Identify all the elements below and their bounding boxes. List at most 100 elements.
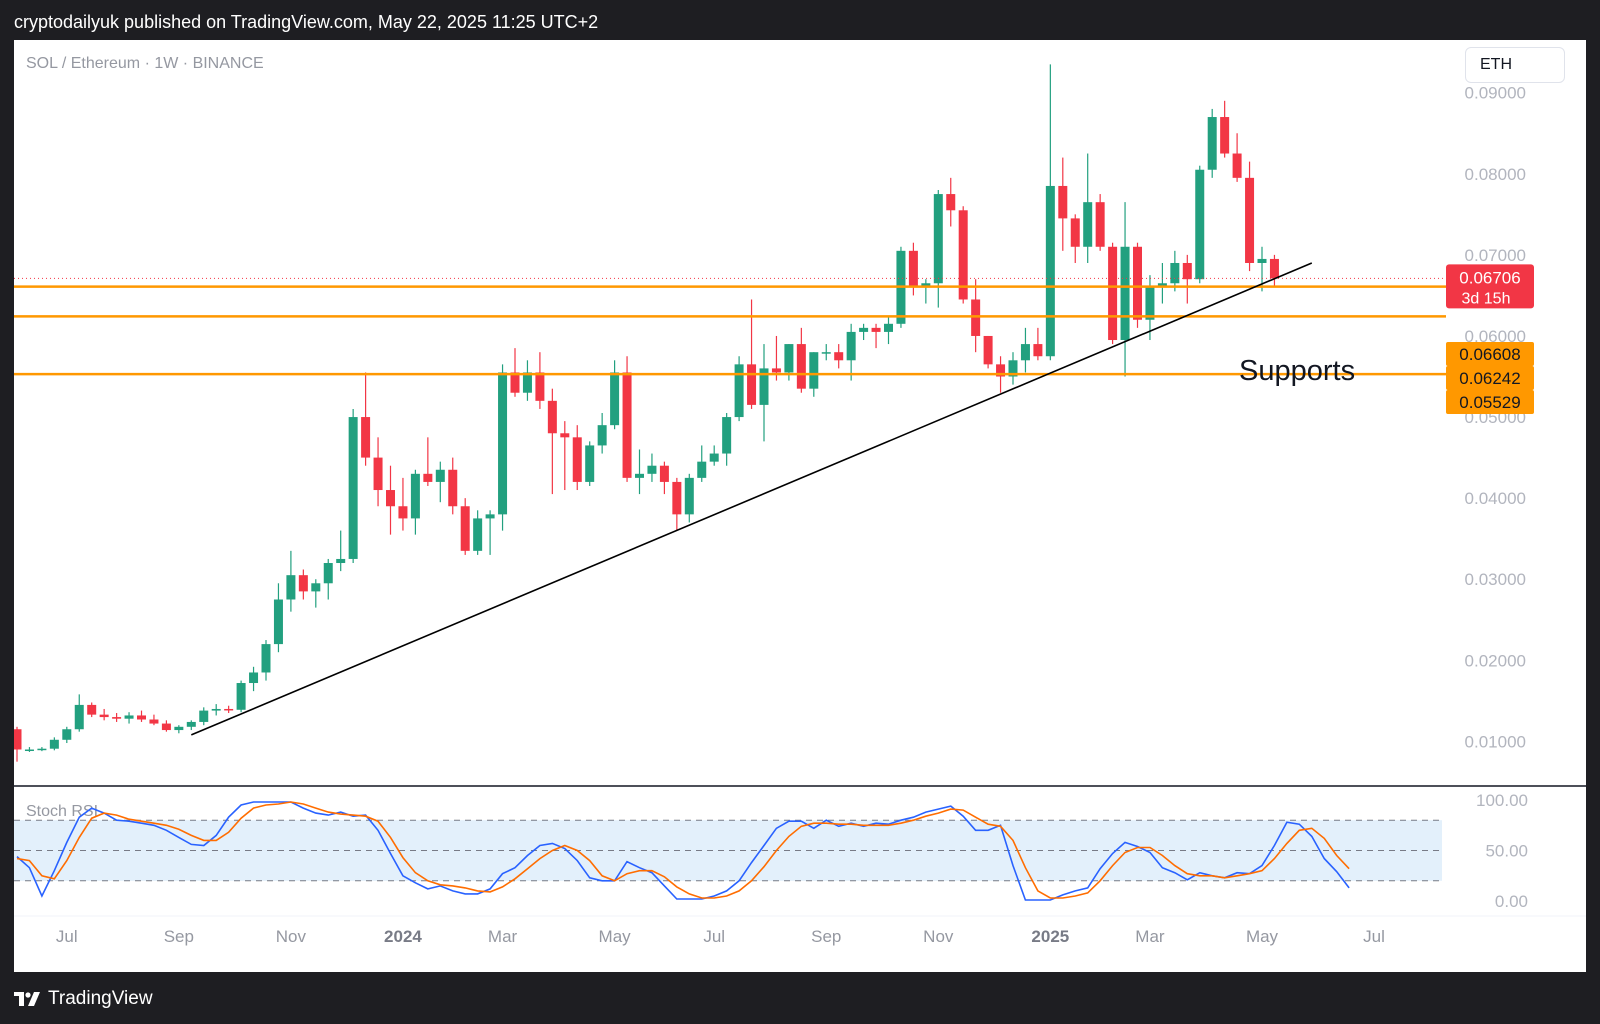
candle-body (821, 352, 831, 354)
candle-body (672, 481, 682, 515)
candle-body (585, 445, 595, 482)
candle-body (298, 575, 308, 592)
support-price-label-bg (1446, 366, 1534, 390)
candle-body (1257, 258, 1267, 263)
candle-body (435, 469, 445, 482)
stoch-rsi-d-line (16, 801, 1350, 899)
candle-body (1157, 283, 1167, 288)
y-axis-tick-label: 0.01000 (1465, 732, 1526, 751)
candle-body (161, 723, 171, 731)
supports-annotation: Supports (1239, 355, 1355, 387)
chart-panel[interactable]: SOL / Ethereum · 1W · BINANCE 0.01000 0.02… (14, 40, 1586, 972)
candle-body (510, 372, 520, 393)
candle-body (1145, 287, 1155, 320)
candle-body (1058, 185, 1068, 219)
x-axis-tick-label: Sep (164, 927, 194, 946)
candle-body (186, 721, 196, 727)
candle-body (24, 749, 34, 752)
candle-body (908, 250, 918, 288)
candle-body (809, 352, 819, 389)
symbol-title: SOL / Ethereum · 1W · BINANCE (26, 55, 264, 72)
stoch-rsi-tick-label: 100.00 (1476, 791, 1528, 810)
y-axis-tick-label: 0.03000 (1465, 570, 1526, 589)
stoch-rsi-tick-label: 0.00 (1495, 892, 1528, 911)
footer-brand: TradingView (48, 988, 153, 1009)
candle-body (485, 514, 495, 519)
currency-button[interactable]: ETH (1465, 47, 1565, 83)
candle-body (87, 704, 97, 715)
candle-body (796, 344, 806, 389)
candle-body (859, 327, 869, 332)
candle-body (871, 327, 881, 332)
y-axis-tick-label: 0.08000 (1465, 165, 1526, 184)
candle-body (261, 644, 271, 673)
candle-body (224, 708, 234, 711)
candle-body (1170, 262, 1180, 284)
last-price-label-bg (1446, 264, 1534, 309)
candle-body (1195, 169, 1205, 280)
support-price-label-group: 0.05529 (1446, 390, 1534, 414)
x-axis-tick-label: 2025 (1031, 927, 1069, 946)
candle-body (149, 719, 159, 724)
chart-canvas[interactable]: SOL / Ethereum · 1W · BINANCE 0.01000 0.02… (14, 40, 1586, 972)
candle-body (199, 710, 209, 722)
candle-body (236, 683, 246, 710)
x-axis-tick-label: Nov (923, 927, 954, 946)
candle-body (498, 372, 508, 515)
candle-body (1133, 246, 1142, 320)
candle-body (423, 473, 433, 482)
candle-body (597, 425, 607, 446)
candle-body (684, 477, 694, 515)
candle-body (1207, 117, 1217, 170)
candle-body (124, 715, 134, 719)
candle-body (933, 194, 943, 284)
candle-body (323, 563, 333, 584)
candle-body (336, 558, 346, 564)
candle-body (1083, 202, 1093, 247)
candle-body (1033, 344, 1043, 357)
candle-body (958, 210, 968, 300)
support-price-label: 0.06242 (1459, 369, 1520, 388)
support-price-label-group: 0.06242 (1446, 366, 1534, 390)
x-axis-tick-label: Jul (1363, 927, 1385, 946)
x-axis-tick-label: 2024 (384, 927, 422, 946)
support-price-label-group: 0.06608 (1446, 342, 1534, 366)
y-axis-tick-label: 0.04000 (1465, 489, 1526, 508)
candle-body (884, 323, 893, 332)
candle-body (410, 473, 420, 519)
candle-body (112, 717, 122, 719)
support-price-label: 0.05529 (1459, 393, 1520, 412)
stoch-rsi-k-line (16, 801, 1350, 901)
candle-body (1008, 360, 1018, 377)
candle-body (62, 729, 72, 740)
countdown-label: 3d 15h (1462, 290, 1511, 307)
support-price-label-bg (1446, 390, 1534, 414)
candle-body (921, 283, 931, 288)
x-axis-tick-label: May (1246, 927, 1279, 946)
stoch-rsi-tick-label: 50.00 (1485, 842, 1528, 861)
candle-body (1095, 202, 1105, 247)
candle-body (373, 457, 383, 491)
publish-header: cryptodailyuk published on TradingView.c… (14, 12, 599, 32)
candle-body (286, 575, 296, 600)
candle-body (361, 417, 371, 458)
candle-body (759, 368, 769, 405)
candle-body (211, 708, 221, 711)
y-axis-tick-label: 0.06000 (1465, 327, 1526, 346)
candle-body (622, 372, 632, 478)
candle-body (1070, 218, 1080, 247)
candle-body (99, 714, 109, 718)
last-price-label: 0.06706 (1459, 268, 1520, 287)
candle-body (709, 453, 719, 462)
candle-body (1269, 258, 1279, 279)
y-axis-tick-label: 0.09000 (1465, 84, 1526, 103)
candle-body (1120, 246, 1130, 341)
x-axis-tick-label: Sep (811, 927, 841, 946)
candle-body (734, 364, 744, 418)
candle-body (311, 583, 321, 592)
candle-body (1108, 246, 1118, 341)
candle-body (249, 672, 259, 684)
candle-body (348, 417, 358, 559)
candle-body (834, 352, 844, 361)
candle-body (49, 739, 59, 749)
